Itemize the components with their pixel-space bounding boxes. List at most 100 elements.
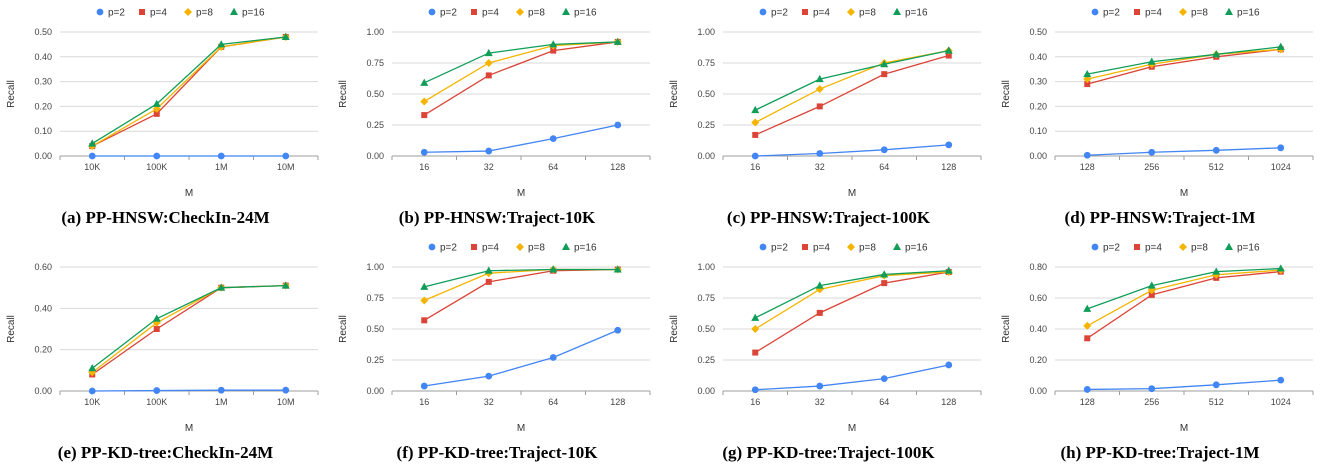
data-point <box>1083 335 1090 342</box>
data-point <box>281 32 290 40</box>
legend-label: p=4 <box>150 8 167 19</box>
y-tick-label: 0.40 <box>1029 324 1047 334</box>
x-axis-title: M <box>516 423 524 434</box>
series-p=8 <box>419 265 622 305</box>
legend-item: p=8 <box>515 8 545 19</box>
series-line <box>1086 267 1281 310</box>
legend-label: p=2 <box>108 8 125 19</box>
series-p=16 <box>88 281 290 372</box>
legend-item: p=2 <box>759 243 788 254</box>
x-tick-label: 256 <box>1144 397 1159 407</box>
series-p=2 <box>420 326 621 390</box>
legend-marker <box>470 9 477 15</box>
legend-label: p=2 <box>1103 243 1120 254</box>
legend-label: p=8 <box>196 8 213 19</box>
x-axis-title: M <box>1179 188 1187 199</box>
data-point <box>217 152 225 160</box>
series-p=16 <box>751 266 953 321</box>
chart-panel-8: p=2 p=4 p=8 p=16 0.00 0.20 0.40 0.60 0.80 128 256 5… <box>995 235 1326 470</box>
y-axis-title: Recall <box>669 80 680 108</box>
y-tick-label: 0.50 <box>366 89 384 99</box>
series-p=16 <box>1082 42 1285 78</box>
legend-marker <box>893 7 901 15</box>
legend-item: p=16 <box>561 8 596 19</box>
y-tick-label: 0.60 <box>34 262 52 272</box>
data-point <box>1083 81 1090 88</box>
legend-label: p=8 <box>859 243 876 254</box>
data-point <box>944 46 953 54</box>
legend-item: p=8 <box>515 243 545 254</box>
data-point <box>217 283 226 291</box>
x-tick-label: 1M <box>215 397 228 407</box>
series-p=16 <box>751 46 953 114</box>
x-tick-label: 100K <box>146 162 167 172</box>
line-chart: p=2 p=4 p=8 p=16 0.00 0.25 0.50 0.75 1.00 16 32 64 1… <box>338 8 650 199</box>
y-tick-label: 0.00 <box>366 386 384 396</box>
y-tick-label: 0.10 <box>1029 126 1047 136</box>
data-point <box>751 152 759 160</box>
x-tick-label: 32 <box>815 162 825 172</box>
x-tick-label: 128 <box>610 162 625 172</box>
series-p=16 <box>419 37 622 86</box>
series-line <box>754 54 949 136</box>
x-tick-label: 128 <box>941 397 956 407</box>
y-tick-label: 0.50 <box>1029 27 1047 37</box>
y-tick-label: 0.30 <box>1029 77 1047 87</box>
series-line <box>754 49 949 124</box>
series-line <box>755 364 949 391</box>
legend-marker <box>1091 8 1098 16</box>
data-point <box>548 265 557 273</box>
data-point <box>1147 385 1155 393</box>
legend-label: p=16 <box>574 243 597 254</box>
chart-caption: (d) PP-HNSW:Traject-1M <box>1064 208 1256 227</box>
y-tick-label: 0.00 <box>697 386 715 396</box>
chart-panel-6: p=2 p=4 p=8 p=16 0.00 0.25 0.50 0.75 1.00 16 32 64 1… <box>332 235 663 470</box>
chart-panel-4: p=2 p=4 p=8 p=16 0.00 0.10 0.20 0.30 0.40 0.50 128… <box>995 0 1326 235</box>
series-line <box>1086 269 1281 327</box>
legend-label: p=16 <box>905 243 928 254</box>
series-p=2 <box>1083 376 1284 393</box>
legend-label: p=2 <box>1103 8 1120 19</box>
legend-label: p=4 <box>482 243 499 254</box>
legend-marker <box>428 243 435 251</box>
series-p=4 <box>420 38 621 119</box>
x-tick-label: 10M <box>277 397 295 407</box>
legend-item: p=4 <box>802 243 830 254</box>
series-p=4 <box>1083 268 1284 342</box>
legend-label: p=16 <box>905 8 928 19</box>
series-p=2 <box>420 121 621 156</box>
legend-marker <box>428 8 435 16</box>
data-point <box>1212 146 1220 154</box>
data-point <box>1276 42 1285 50</box>
legend-item: p=2 <box>428 243 457 254</box>
legend-label: p=16 <box>1237 8 1260 19</box>
data-point <box>945 141 953 149</box>
series-line <box>423 268 618 302</box>
legend-label: p=16 <box>1237 243 1260 254</box>
legend-marker <box>847 8 855 16</box>
data-point <box>613 265 622 273</box>
legend-marker <box>1091 243 1098 251</box>
legend-item: p=4 <box>470 8 499 19</box>
legend: p=2 p=4 p=8 p=16 <box>96 8 265 19</box>
legend-marker <box>759 8 767 16</box>
y-tick-label: 0.75 <box>697 58 715 68</box>
data-point <box>1147 281 1156 289</box>
legend-item: p=8 <box>184 8 213 19</box>
y-axis-title: Recall <box>1001 315 1012 343</box>
data-point <box>944 266 953 274</box>
y-axis-title: Recall <box>1001 80 1012 108</box>
y-tick-label: 0.75 <box>366 58 384 68</box>
legend-item: p=2 <box>96 8 125 19</box>
chart-panel-7: p=2 p=4 p=8 p=16 0.00 0.25 0.50 0.75 1.00 16 32 64 1… <box>663 235 994 470</box>
legend-label: p=2 <box>440 243 457 254</box>
data-point <box>751 118 760 127</box>
legend-marker <box>1133 244 1140 250</box>
line-chart: p=2 p=4 p=8 p=16 0.00 0.25 0.50 0.75 1.00 16 32 64 1… <box>669 7 982 199</box>
data-point <box>945 361 953 369</box>
data-point <box>420 148 428 156</box>
data-point <box>752 349 759 356</box>
series-p=4 <box>1083 46 1284 88</box>
data-point <box>1276 144 1284 152</box>
